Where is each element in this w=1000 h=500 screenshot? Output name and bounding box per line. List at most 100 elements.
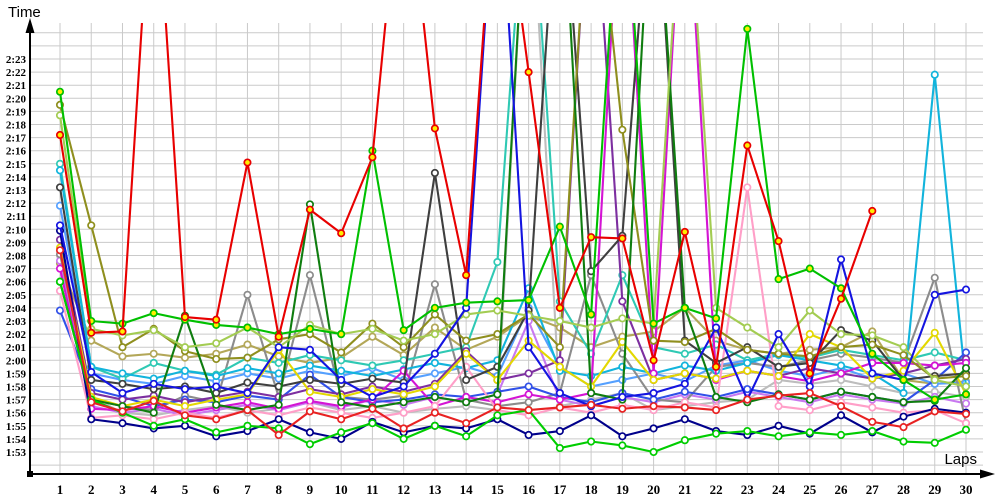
series-blue1-marker — [649, 388, 658, 398]
series-red2-marker — [524, 406, 533, 415]
series-blue1-marker — [274, 343, 283, 352]
series-blue2-marker — [680, 387, 689, 396]
series-green1-marker — [462, 298, 471, 307]
series-blue1-marker — [55, 221, 65, 230]
series-cyan-marker — [836, 361, 846, 370]
series-lightgreen-marker — [555, 316, 564, 326]
series-navy-marker — [524, 430, 533, 440]
series-purple-marker — [118, 395, 127, 404]
series-olive-marker — [868, 340, 877, 349]
series-red1-marker — [55, 130, 65, 140]
series-green1-marker — [774, 275, 783, 284]
series-red2 — [55, 246, 971, 440]
x-tick-label: 15 — [491, 482, 505, 497]
series-yellow-marker — [430, 382, 439, 391]
series-gray-marker — [930, 273, 939, 282]
series-red1-marker — [462, 271, 471, 280]
series-blue1-marker — [680, 379, 689, 388]
y-tick-label: 1:59 — [6, 368, 27, 380]
series-navy-marker — [555, 426, 564, 436]
series-red1-marker — [243, 158, 252, 167]
series-green2-marker — [55, 277, 65, 286]
series-turquoise-marker — [680, 349, 689, 358]
series-lightgreen-marker — [493, 306, 502, 315]
series-olive — [55, 23, 971, 383]
y-tick-label: 2:11 — [6, 211, 26, 223]
series-lightgreen-marker — [743, 323, 752, 332]
series-blue1-marker — [961, 285, 971, 294]
series-darkgreen-marker — [149, 408, 158, 417]
series-red2-marker — [555, 403, 564, 412]
series-blue1-marker — [243, 388, 252, 398]
series-pink-marker — [743, 183, 752, 192]
series-darkgreen-marker — [430, 392, 439, 402]
series-red2-marker — [274, 430, 283, 440]
series-green2-marker — [493, 411, 502, 420]
series-red1-marker — [587, 233, 596, 242]
series-red2-marker — [399, 424, 408, 433]
series-blue1-marker — [618, 392, 627, 402]
series-green1-marker — [430, 303, 439, 312]
series-magenta-marker — [243, 398, 252, 407]
series-darkgray-marker — [368, 374, 377, 383]
series-magenta-marker — [555, 395, 564, 404]
series-lightgreen-marker — [930, 375, 939, 385]
y-tick-label: 2:02 — [6, 329, 27, 341]
series-darkgreen-marker — [899, 398, 908, 407]
x-tick-label: 18 — [585, 482, 599, 497]
series-cyan-marker — [680, 361, 689, 370]
series-red1-marker — [337, 229, 346, 238]
x-tick-label: 10 — [335, 482, 348, 497]
x-tick-label: 2 — [88, 482, 95, 497]
series-red1-marker — [430, 124, 439, 133]
series-red2-marker — [805, 388, 814, 398]
series-red2-marker — [961, 409, 971, 419]
series-blue1-marker — [180, 385, 190, 394]
series-blue1-marker — [555, 388, 564, 398]
series-yellow-marker — [399, 390, 408, 399]
series-olive-marker — [337, 348, 346, 357]
series-cyan-marker — [930, 70, 939, 79]
series-darkgreen-marker — [587, 388, 596, 398]
series-green2-marker — [274, 424, 283, 433]
series-lightgreen-marker — [180, 343, 190, 352]
series-green1-marker — [55, 87, 65, 96]
series-red2-marker — [180, 411, 190, 420]
series-olive-marker — [649, 336, 658, 345]
series-olive-marker — [430, 310, 439, 319]
series-green2-marker — [430, 421, 439, 430]
series-red2-line — [58, 250, 967, 437]
series-yellow-marker — [743, 366, 752, 375]
series-red1-marker — [774, 237, 783, 246]
series-blue1-marker — [399, 382, 408, 391]
series-darkgreen-line — [58, 23, 967, 414]
series-red1-marker — [524, 68, 533, 77]
series-pink-marker — [149, 415, 158, 424]
series-magenta-marker — [930, 361, 939, 370]
series-blue2-marker — [55, 306, 65, 315]
series-violet-line — [58, 260, 967, 417]
series-turquoise-marker — [368, 361, 377, 370]
series-green1-marker — [555, 222, 564, 231]
series-lightgreen-marker — [961, 382, 971, 391]
series-green2-marker — [712, 429, 721, 438]
series-pink-marker — [430, 402, 439, 411]
data-series — [55, 23, 971, 457]
series-yellow-marker — [180, 402, 190, 411]
y-tick-label: 1:54 — [6, 434, 27, 446]
y-tick-label: 1:56 — [6, 408, 27, 420]
series-green1-marker — [243, 323, 252, 332]
axis-origin-dot — [27, 471, 33, 477]
series-green1-marker — [524, 295, 533, 305]
series-blue2-marker — [649, 395, 658, 404]
series-darkgreen-marker — [212, 400, 221, 409]
series-red2-marker — [430, 408, 439, 417]
series-red1-marker — [805, 369, 814, 378]
series-blue1-marker — [149, 379, 158, 388]
x-tick-label: 9 — [307, 482, 314, 497]
y-axis-title: Time — [8, 4, 41, 21]
y-tick-label: 2:05 — [6, 290, 27, 302]
x-tick-label: 5 — [182, 482, 189, 497]
series-yellow-marker — [712, 374, 721, 383]
